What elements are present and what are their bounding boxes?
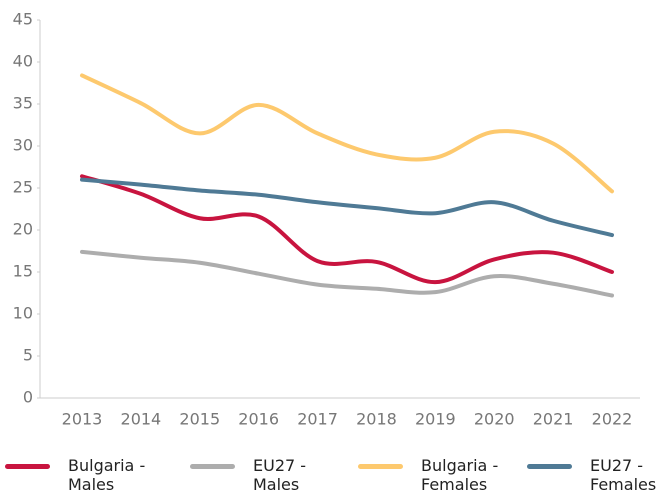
legend-swatch: [527, 464, 572, 469]
line: [80, 177, 614, 238]
x-tick-label: 2021: [533, 410, 574, 429]
x-tick-label: 2018: [356, 410, 397, 429]
y-tick-label: 15: [13, 262, 33, 281]
y-tick-label: 20: [13, 220, 33, 239]
x-tick-label: 2015: [179, 410, 220, 429]
y-tick-label: 30: [13, 136, 33, 155]
x-tick-label: 2014: [121, 410, 162, 429]
x-tick-label: 2020: [474, 410, 515, 429]
x-tick-label: 2016: [238, 410, 279, 429]
legend-swatch: [358, 464, 403, 469]
x-tick-label: 2017: [297, 410, 338, 429]
line: [80, 174, 614, 285]
y-tick-label: 45: [13, 10, 33, 29]
legend-swatch: [190, 464, 235, 469]
line: [80, 249, 614, 298]
x-tick-label: 2022: [592, 410, 633, 429]
y-tick-label: 10: [13, 304, 33, 323]
y-tick-label: 0: [23, 388, 33, 407]
chart: 0 5 10 15 20 25 30 35 40 45 2013 2014 2015 2016 2017 20…: [13, 10, 640, 429]
legend-label: Bulgaria - Males: [68, 456, 146, 494]
x-tick-label: 2013: [62, 410, 103, 429]
legend-label: EU27 - Females: [590, 456, 657, 494]
y-tick-label: 35: [13, 94, 33, 113]
legend-label: Bulgaria - Females: [421, 456, 499, 494]
x-tick-label: 2019: [415, 410, 456, 429]
y-tick-label: 25: [13, 178, 33, 197]
legend-swatch: [5, 464, 50, 469]
y-tick-label: 5: [23, 346, 33, 365]
line: [80, 73, 614, 194]
legend-label: EU27 - Males: [253, 456, 307, 494]
y-tick-label: 40: [13, 52, 33, 71]
